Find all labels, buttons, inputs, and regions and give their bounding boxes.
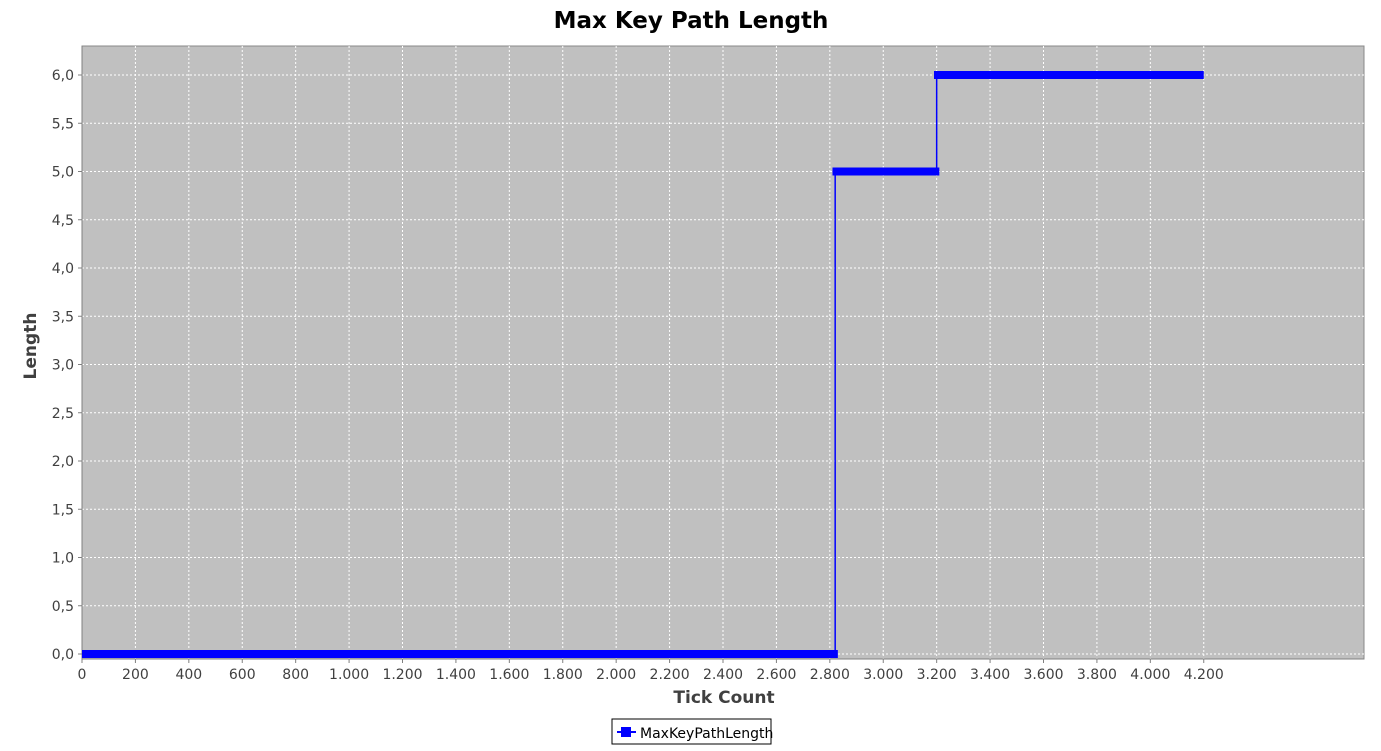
x-tick-label: 1.600 [489, 667, 529, 683]
grid [82, 46, 1364, 659]
series-segment [82, 650, 838, 658]
x-tick-label: 2.200 [650, 667, 690, 683]
x-tick-label: 800 [282, 667, 309, 683]
x-tick-label: 400 [175, 667, 202, 683]
x-tick-label: 1.800 [543, 667, 583, 683]
y-tick-label: 5,0 [52, 165, 74, 181]
y-tick-label: 3,5 [52, 309, 74, 325]
series-segment [832, 167, 940, 176]
y-axis-label: Length [21, 313, 41, 380]
x-tick-label: 2.600 [756, 667, 796, 683]
plot-area [81, 45, 1365, 660]
legend-box [611, 718, 772, 745]
y-tick-label: 4,5 [52, 213, 74, 229]
y-tick-label: 3,0 [52, 358, 74, 374]
y-tick-label: 4,0 [52, 261, 74, 277]
x-tick-label: 2.800 [810, 667, 850, 683]
y-tick-label: 2,0 [52, 454, 74, 470]
x-tick-label: 4.000 [1130, 667, 1170, 683]
y-tick-label: 1,5 [52, 502, 74, 518]
x-tick-label: 3.600 [1023, 667, 1063, 683]
series-segment [933, 71, 1204, 79]
y-tick-label: 2,5 [52, 406, 74, 422]
y-tick-label: 0,0 [52, 647, 74, 663]
x-tick-label: 600 [229, 667, 256, 683]
y-tick-label: 0,5 [52, 599, 74, 615]
x-tick-label: 3.400 [970, 667, 1010, 683]
x-axis-label: Tick Count [673, 688, 774, 708]
x-tick-label: 1.000 [329, 667, 369, 683]
legend: MaxKeyPathLength [611, 718, 773, 745]
y-tick-label: 1,0 [52, 551, 74, 567]
legend-marker-swatch [621, 727, 631, 737]
x-tick-label: 2.400 [703, 667, 743, 683]
x-tick-label: 200 [122, 667, 149, 683]
chart-title: Max Key Path Length [554, 8, 829, 34]
x-tick-label: 2.000 [596, 667, 636, 683]
x-tick-label: 3.000 [863, 667, 903, 683]
x-tick-label: 4.200 [1184, 667, 1224, 683]
x-tick-label: 3.800 [1077, 667, 1117, 683]
x-tick-label: 3.200 [917, 667, 957, 683]
y-tick-label: 6,0 [52, 68, 74, 84]
axes: 0 200 400 600 800 1.000 1.200 1.400 1.600 1.800 2.… [52, 46, 1364, 683]
x-tick-label: 1.200 [382, 667, 422, 683]
x-tick-label: 1.400 [436, 667, 476, 683]
legend-label: MaxKeyPathLength [640, 726, 773, 742]
x-tick-label: 0 [78, 667, 87, 683]
series-layer [82, 71, 1204, 658]
y-tick-label: 5,5 [52, 116, 74, 132]
